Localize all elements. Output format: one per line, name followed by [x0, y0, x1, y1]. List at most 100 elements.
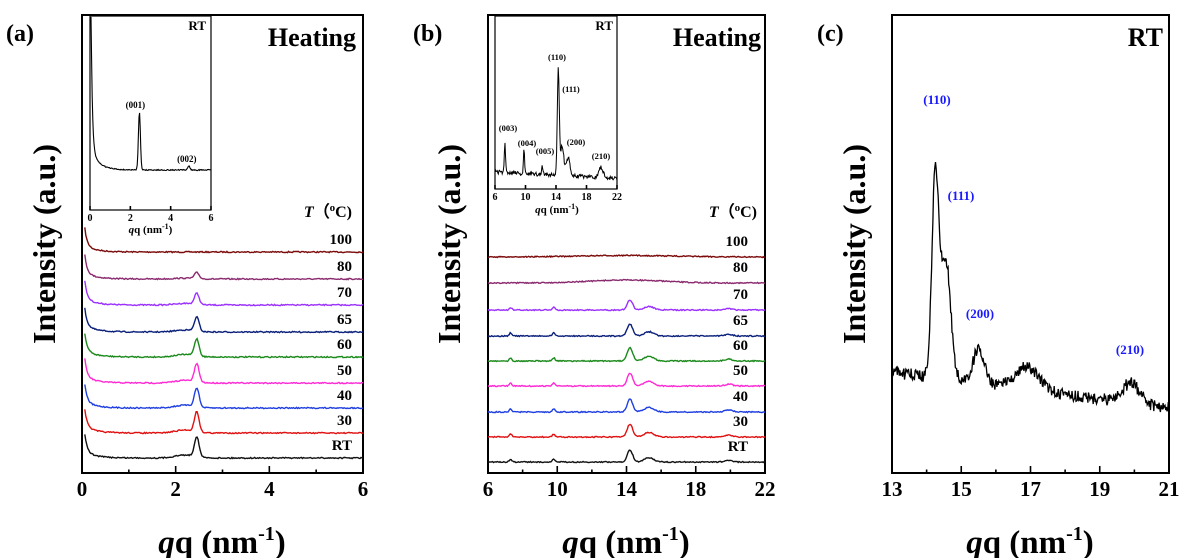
x-label-close: )	[679, 525, 690, 558]
inset-tick-label: 10	[521, 192, 531, 203]
panel-a-corner-text: Heating	[268, 23, 356, 52]
panel-b-inset: RT (003)(004)(005) (110) (111) (200) (210) 6 10…	[493, 15, 622, 216]
inset-tick-label: 2	[128, 213, 133, 224]
series-label-60: 60	[337, 337, 352, 353]
curve-40	[84, 384, 364, 410]
series-label-40: 40	[337, 388, 352, 404]
panel-label-b: (b)	[413, 21, 442, 47]
x-label-superscript: -1	[258, 523, 275, 545]
curve-70	[487, 299, 766, 312]
panel-b-y-label: Intensity (a.u.)	[431, 144, 467, 344]
curve-30	[487, 423, 766, 439]
panel-c-x-tick-label: 13	[882, 477, 903, 501]
inset-tick-label: 18	[582, 192, 592, 203]
curve-40	[487, 398, 766, 414]
panel-a-y-axis-label: Intensity (a.u.)	[26, 144, 62, 344]
panel-c-peak-labels: (110) (111) (200) (210)	[923, 92, 1144, 357]
panel-a-x-axis-label: qq (nm-1)	[158, 523, 286, 558]
panel-c-curves	[891, 162, 1170, 413]
panel-a-inset: RT (001) (002) 0 2 4 6 qq (nm-1)	[88, 15, 214, 236]
panel-b-x-tick-label: 22	[755, 477, 776, 501]
series-label-65: 65	[733, 313, 748, 329]
inset-x-label: qq (nm-1)	[535, 202, 579, 216]
panel-b-x-ticks: 6 10 14 18 22	[483, 466, 776, 501]
panel-b-temperature-header: T（oC)	[709, 202, 757, 221]
panel-label-a: (a)	[6, 21, 34, 47]
panel-b-x-label-rest: q (nm	[579, 525, 662, 558]
panel-c-x-ticks: 13 15 17 19 21	[882, 466, 1180, 501]
panel-c-x-axis-label: qq (nm-1)	[966, 523, 1094, 558]
panel-b-x-tick-label: 18	[685, 477, 706, 501]
panel-label-c: (c)	[817, 21, 844, 47]
series-label-65: 65	[337, 312, 352, 328]
inset-curve	[90, 16, 212, 172]
series-label-100: 100	[330, 232, 353, 248]
inset-peak-label: (003)	[499, 123, 518, 133]
curve-30	[84, 409, 364, 435]
panel-a-curves	[84, 227, 364, 460]
curve-RT	[487, 449, 766, 464]
inset-peak-label: (002)	[177, 154, 197, 164]
curve-65	[84, 307, 364, 334]
panel-a-x-label-rest: q (nm	[175, 525, 258, 558]
panel-a-x-tick-label: 0	[77, 477, 88, 501]
panel-a-x-tick-label: 4	[264, 477, 275, 501]
series-label-50: 50	[337, 363, 352, 379]
panel-b: (b) Heating 6 10 14 18 22 100 80 70 65 60 50 40 30 R…	[413, 14, 776, 558]
panel-a-x-ticks: 0 2 4 6	[77, 466, 368, 501]
series-label-80: 80	[733, 260, 748, 276]
panel-b-x-axis-label: qq (nm-1)	[562, 523, 690, 558]
panel-b-series-labels: 100 80 70 65 60 50 40 30 RT	[726, 234, 749, 455]
panel-c-frame	[891, 14, 1170, 474]
peak-label: (111)	[948, 188, 975, 203]
inset-tick-label: 4	[168, 213, 173, 224]
series-label-70: 70	[337, 285, 352, 301]
curve-70	[84, 280, 364, 307]
x-label-close: )	[1083, 525, 1094, 558]
panel-c-corner-text: RT	[1128, 23, 1163, 52]
panel-c-x-tick-label: 21	[1159, 477, 1180, 501]
panel-b-x-tick-label: 6	[483, 477, 494, 501]
x-label-superscript: -1	[662, 523, 679, 545]
panel-c-x-tick-label: 19	[1089, 477, 1110, 501]
panel-c-y-axis-label: Intensity (a.u.)	[836, 144, 872, 344]
curve-50	[84, 358, 364, 385]
x-label-close: )	[275, 525, 286, 558]
inset-curve	[494, 67, 618, 181]
panel-a-y-label: Intensity (a.u.)	[26, 144, 62, 344]
curve-100	[84, 227, 364, 254]
inset-tick-label: 6	[493, 192, 498, 203]
panel-c-x-tick-label: 15	[951, 477, 972, 501]
series-label-80: 80	[337, 259, 352, 275]
panel-b-x-tick-label: 14	[616, 477, 638, 501]
inset-tick-label: 22	[612, 192, 622, 203]
peak-label: (210)	[1116, 342, 1144, 357]
series-label-30: 30	[337, 413, 352, 429]
curve-80	[84, 254, 364, 281]
curve-rt	[891, 162, 1170, 413]
series-label-70: 70	[733, 287, 748, 303]
inset-peak-label: (200)	[567, 137, 586, 147]
peak-label: (200)	[966, 306, 994, 321]
curve-65	[487, 323, 766, 338]
inset-x-label: qq (nm-1)	[129, 222, 173, 236]
inset-tick-label: 6	[209, 213, 214, 224]
inset-frame	[89, 15, 212, 211]
inset-peak-label: (111)	[562, 84, 580, 94]
panel-b-corner-text: Heating	[673, 23, 761, 52]
curve-80	[487, 278, 766, 285]
curve-RT	[84, 434, 364, 460]
series-label-40: 40	[733, 389, 748, 405]
panel-c-x-label-rest: q (nm	[983, 525, 1066, 558]
inset-peak-label: (004)	[518, 138, 537, 148]
panel-b-x-tick-label: 10	[547, 477, 568, 501]
series-label-RT: RT	[728, 439, 748, 455]
inset-peak-label: (005)	[536, 146, 555, 156]
inset-tick-label: 14	[551, 192, 561, 203]
inset-tick-label: 0	[88, 213, 93, 224]
panel-c-x-tick-label: 17	[1020, 477, 1041, 501]
panel-c-y-label: Intensity (a.u.)	[836, 144, 872, 344]
series-label-60: 60	[733, 338, 748, 354]
